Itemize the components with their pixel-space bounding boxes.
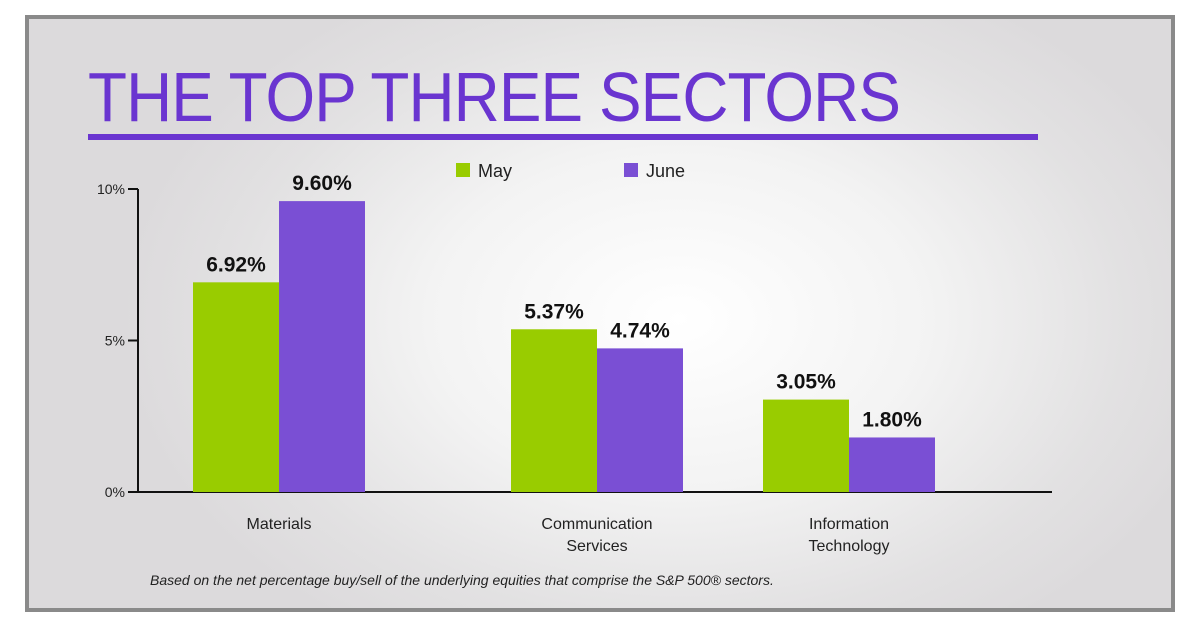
- bar-may: [511, 329, 597, 492]
- data-label: 3.05%: [776, 371, 836, 394]
- bars: 6.92% 9.60% 5.37% 4.74% 3.05% 1.80%: [193, 172, 935, 492]
- bar-june: [597, 348, 683, 492]
- x-tick-label: Information: [809, 516, 889, 533]
- data-label: 6.92%: [206, 253, 266, 276]
- data-label: 1.80%: [862, 408, 922, 431]
- x-tick-label: Technology: [809, 538, 890, 555]
- legend: May June: [456, 161, 685, 181]
- chart-title: THE TOP THREE SECTORS: [88, 58, 900, 136]
- legend-swatch-may: [456, 163, 470, 177]
- bar-june: [849, 437, 935, 492]
- footnote: Based on the net percentage buy/sell of …: [150, 572, 774, 588]
- legend-label: May: [478, 161, 512, 181]
- x-tick-label: Services: [566, 538, 627, 555]
- x-tick-label: Communication: [541, 516, 652, 533]
- legend-swatch-june: [624, 163, 638, 177]
- y-tick-label: 5%: [105, 333, 125, 349]
- title-underline: [88, 134, 1038, 140]
- y-tick-label: 0%: [105, 484, 125, 500]
- y-tick-label: 10%: [97, 181, 125, 197]
- bar-june: [279, 201, 365, 492]
- bar-may: [763, 399, 849, 492]
- data-label: 5.37%: [524, 300, 584, 323]
- data-label: 4.74%: [610, 319, 670, 342]
- legend-label: June: [646, 161, 685, 181]
- data-label: 9.60%: [292, 172, 352, 195]
- x-tick-label: Materials: [247, 516, 312, 533]
- bar-may: [193, 282, 279, 492]
